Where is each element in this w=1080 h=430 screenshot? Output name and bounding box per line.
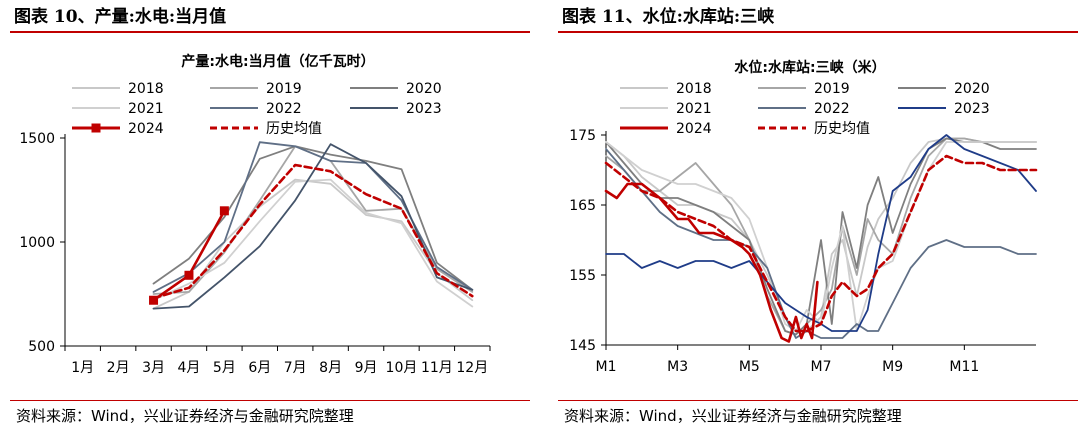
legend-label-2019: 2019 (266, 81, 302, 97)
y-tick-label-1000: 1000 (19, 235, 55, 251)
x-tick-label-M9: M9 (882, 359, 903, 375)
figure-11-source: 资料来源：Wind，兴业证券经济与金融研究院整理 (564, 407, 902, 425)
legend-label-2020: 2020 (406, 81, 442, 97)
x-tick-label-11: 11月 (421, 360, 453, 376)
x-tick-label-4: 4月 (177, 360, 200, 376)
x-tick-label-6: 6月 (248, 360, 271, 376)
y-tick-label-500: 500 (28, 339, 55, 355)
x-tick-label-5: 5月 (213, 360, 236, 376)
legend-label-2021: 2021 (676, 101, 712, 117)
y-tick-label-165: 165 (569, 198, 596, 214)
figure-10-source: 资料来源：Wind，兴业证券经济与金融研究院整理 (16, 407, 354, 425)
legend-label-2018: 2018 (128, 81, 164, 97)
x-tick-label-10: 10月 (386, 360, 418, 376)
y-tick-label-1500: 1500 (19, 131, 55, 147)
x-tick-label-7: 7月 (284, 360, 307, 376)
series-line-2022 (605, 148, 1037, 339)
series-line-2019 (152, 145, 474, 295)
series-line-2022 (152, 141, 474, 293)
figure-11-title: 图表 11、水位:水库站:三峡 (562, 7, 775, 27)
series-line-2018 (152, 178, 474, 310)
y-tick-label-155: 155 (569, 268, 596, 284)
x-tick-label-3: 3月 (142, 360, 165, 376)
three-gorges-water-level-chart: 水位:水库站:三峡（米） 145 155 165 175 M1 M3 M5 M7 M9 M11 201… (569, 59, 1038, 375)
x-tick-label-M11: M11 (949, 359, 979, 375)
series-line-2018 (605, 137, 1037, 332)
x-tick-label-9: 9月 (355, 360, 378, 376)
legend-label-2020: 2020 (954, 81, 990, 97)
legend-label-2018: 2018 (676, 81, 712, 97)
legend-label-2022: 2022 (266, 101, 302, 117)
legend-label-2024: 2024 (128, 121, 164, 137)
series-line-2020 (152, 145, 474, 291)
chart-title: 产量:水电:当月值（亿千瓦时） (181, 53, 374, 70)
legend-label-avg: 历史均值 (266, 121, 322, 137)
series-point-2024-3 (184, 270, 194, 280)
figure-11-bottom-rule (558, 400, 1078, 401)
series-line-2023 (152, 143, 474, 310)
legend-label-2023: 2023 (406, 101, 442, 117)
x-tick-label-M3: M3 (667, 359, 688, 375)
figure-11-top-rule (558, 31, 1078, 33)
figure-10-panel: 图表 10、产量:水电:当月值 产量:水电:当月值（亿千瓦时） 500 1000 15… (10, 0, 530, 430)
hydro-output-chart: 产量:水电:当月值（亿千瓦时） 500 1000 1500 1月 2月 3月 4月 5月 6月 7月… (19, 53, 491, 376)
y-tick-label-145: 145 (569, 338, 596, 354)
legend-label-avg: 历史均值 (814, 121, 870, 137)
series-line-2019 (605, 137, 1037, 336)
series-line-2020 (605, 137, 1037, 336)
legend-label-2022: 2022 (814, 101, 850, 117)
series-line-2021 (605, 141, 1037, 332)
series-point-2024-2 (149, 295, 159, 305)
y-tick-label-175: 175 (569, 128, 596, 144)
x-tick-label-2: 2月 (107, 360, 130, 376)
legend-label-2021: 2021 (128, 101, 164, 117)
x-tick-label-M5: M5 (739, 359, 760, 375)
figure-10-title: 图表 10、产量:水电:当月值 (14, 7, 227, 27)
legend-marker-2024 (91, 123, 101, 133)
x-tick-label-1: 1月 (71, 360, 94, 376)
x-tick-label-M1: M1 (596, 359, 617, 375)
x-tick-label-12: 12月 (456, 360, 488, 376)
figure-10-top-rule (10, 31, 530, 33)
legend-label-2023: 2023 (954, 101, 990, 117)
x-tick-label-M7: M7 (811, 359, 832, 375)
legend-label-2019: 2019 (814, 81, 850, 97)
series-point-2024-4 (219, 206, 229, 216)
x-tick-label-8: 8月 (319, 360, 342, 376)
chart-title: 水位:水库站:三峡（米） (734, 59, 885, 76)
series-line-2021 (152, 178, 474, 308)
legend-label-2024: 2024 (676, 121, 712, 137)
series-line-avg (604, 154, 1038, 333)
series-line-2023 (605, 134, 1037, 332)
figure-10-bottom-rule (10, 400, 530, 401)
series-line-avg (152, 163, 474, 300)
figure-11-panel: 图表 11、水位:水库站:三峡 水位:水库站:三峡（米） 145 155 165 175… (558, 0, 1078, 430)
